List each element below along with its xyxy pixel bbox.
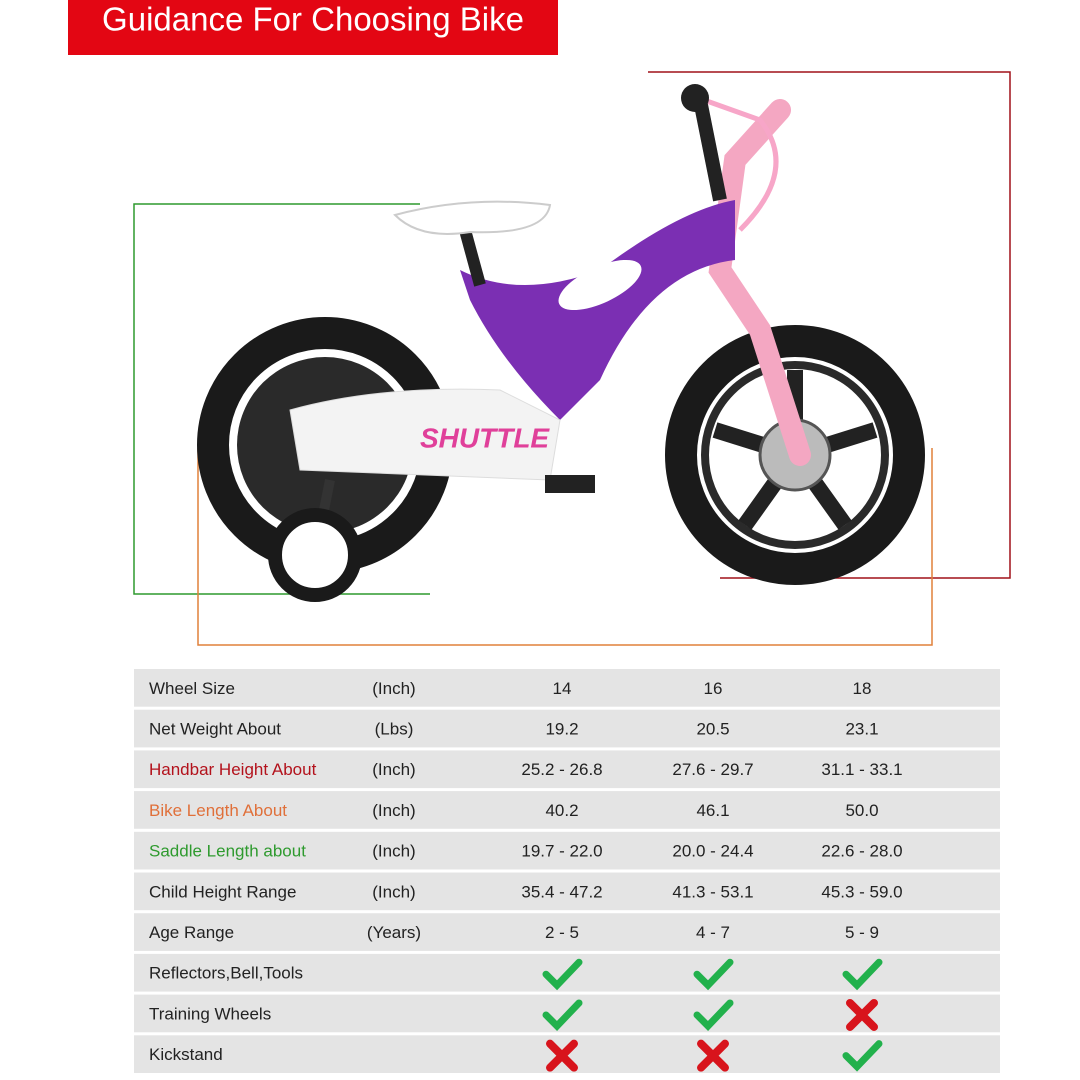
cell-value: 16 xyxy=(704,679,723,698)
row-unit: (Inch) xyxy=(372,882,415,901)
fork xyxy=(708,99,811,466)
cell-value: 19.2 xyxy=(545,720,578,739)
cross-icon xyxy=(546,1039,578,1072)
row-label: Age Range xyxy=(149,923,234,942)
table-row xyxy=(134,669,1000,707)
row-unit: (Inch) xyxy=(372,679,415,698)
cross-icon xyxy=(697,1039,729,1072)
measure-guides xyxy=(133,71,1011,646)
seat-post xyxy=(459,228,486,287)
cell-value: 20.0 - 24.4 xyxy=(672,842,753,861)
frame-hole xyxy=(558,259,642,311)
row-label: Reflectors,Bell,Tools xyxy=(149,964,303,983)
table-row xyxy=(134,709,1000,748)
length-guide xyxy=(197,448,933,646)
handlebar-grip xyxy=(681,84,709,112)
row-label: Kickstand xyxy=(149,1045,223,1064)
table-row xyxy=(134,831,1000,870)
row-label: Training Wheels xyxy=(149,1004,271,1023)
cell-value: 2 - 5 xyxy=(545,923,579,942)
seat xyxy=(393,200,552,235)
check-icon xyxy=(842,1040,883,1072)
cell-value: 46.1 xyxy=(696,801,729,820)
cell-value: 14 xyxy=(553,679,572,698)
cell-value: 45.3 - 59.0 xyxy=(821,882,902,901)
stem xyxy=(693,98,727,202)
brake-cable xyxy=(689,92,779,232)
row-unit: (Inch) xyxy=(372,801,415,820)
bike: SHUTTLE xyxy=(197,84,925,602)
title: Guidance For Choosing Bike xyxy=(102,1,524,38)
cross-icon xyxy=(846,998,878,1031)
check-icon xyxy=(693,958,734,991)
check-icon xyxy=(542,999,583,1031)
row-label: Net Weight About xyxy=(149,720,281,739)
training-wheel xyxy=(268,508,362,602)
check-icon xyxy=(693,999,734,1031)
pedal xyxy=(545,475,595,493)
cell-value: 35.4 - 47.2 xyxy=(521,882,602,901)
row-label: Handbar Height About xyxy=(149,760,317,779)
cell-value: 50.0 xyxy=(845,801,878,820)
table-row xyxy=(134,872,1000,911)
saddle-guide xyxy=(133,203,430,595)
check-icon xyxy=(542,958,583,991)
front-tire xyxy=(665,325,925,585)
row-label: Saddle Length about xyxy=(149,842,306,861)
row-unit: (Inch) xyxy=(372,760,415,779)
cell-value: 4 - 7 xyxy=(696,923,730,942)
cell-value: 31.1 - 33.1 xyxy=(821,760,902,779)
row-unit: (Years) xyxy=(367,923,421,942)
brand-decal: SHUTTLE xyxy=(420,422,550,453)
cell-value: 19.7 - 22.0 xyxy=(521,842,602,861)
row-label: Bike Length About xyxy=(149,801,287,820)
chain-guard xyxy=(289,388,561,481)
table-row xyxy=(134,791,1000,829)
handbar-guide xyxy=(648,71,1011,579)
cell-value: 41.3 - 53.1 xyxy=(672,882,753,901)
cell-value: 22.6 - 28.0 xyxy=(821,842,902,861)
table-row xyxy=(134,913,1000,951)
cell-value: 5 - 9 xyxy=(845,923,879,942)
row-label: Wheel Size xyxy=(149,679,235,698)
frame xyxy=(460,200,735,420)
check-icon xyxy=(842,958,883,991)
cell-value: 20.5 xyxy=(696,720,729,739)
cell-value: 40.2 xyxy=(545,801,578,820)
title-banner xyxy=(68,0,558,55)
table-row xyxy=(134,750,1000,789)
cell-value: 25.2 - 26.8 xyxy=(521,760,602,779)
spec-table: Wheel Size (Inch) 14 16 18 Net Weight About (L… xyxy=(134,669,1000,1073)
cell-value: 27.6 - 29.7 xyxy=(672,760,753,779)
cell-value: 23.1 xyxy=(845,720,878,739)
row-unit: (Lbs) xyxy=(375,720,414,739)
row-label: Child Height Range xyxy=(149,882,296,901)
row-unit: (Inch) xyxy=(372,842,415,861)
cell-value: 18 xyxy=(853,679,872,698)
